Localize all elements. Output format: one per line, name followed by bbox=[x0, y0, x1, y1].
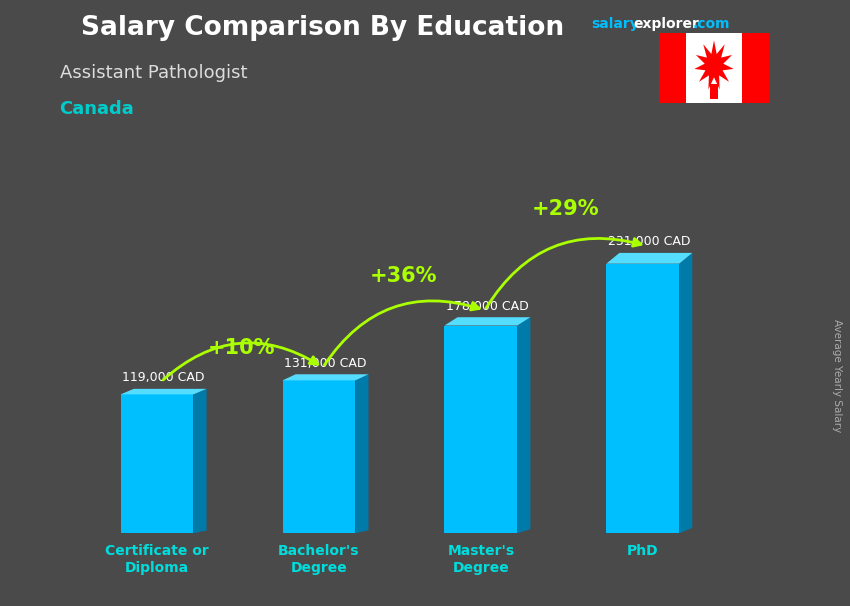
Polygon shape bbox=[121, 395, 194, 533]
Text: +10%: +10% bbox=[208, 338, 275, 358]
Text: Salary Comparison By Education: Salary Comparison By Education bbox=[82, 15, 564, 41]
FancyArrowPatch shape bbox=[486, 238, 641, 308]
Text: 231,000 CAD: 231,000 CAD bbox=[608, 235, 690, 248]
Text: salary: salary bbox=[591, 17, 638, 31]
Polygon shape bbox=[121, 389, 207, 395]
Text: Canada: Canada bbox=[60, 100, 134, 118]
Polygon shape bbox=[282, 381, 355, 533]
FancyArrowPatch shape bbox=[325, 301, 479, 365]
Polygon shape bbox=[445, 325, 518, 533]
Bar bbox=[741, 33, 769, 103]
Text: 178,000 CAD: 178,000 CAD bbox=[446, 299, 529, 313]
Polygon shape bbox=[606, 264, 679, 533]
Polygon shape bbox=[194, 389, 207, 533]
Bar bbox=[710, 84, 718, 99]
Polygon shape bbox=[445, 317, 530, 325]
Text: 131,000 CAD: 131,000 CAD bbox=[284, 356, 366, 370]
Text: .com: .com bbox=[693, 17, 730, 31]
Text: Average Yearly Salary: Average Yearly Salary bbox=[832, 319, 842, 432]
Text: +29%: +29% bbox=[532, 199, 599, 219]
Text: explorer: explorer bbox=[633, 17, 699, 31]
Polygon shape bbox=[694, 41, 734, 90]
Bar bbox=[659, 33, 686, 103]
Text: Assistant Pathologist: Assistant Pathologist bbox=[60, 64, 247, 82]
Polygon shape bbox=[606, 253, 692, 264]
Polygon shape bbox=[679, 253, 692, 533]
Polygon shape bbox=[518, 317, 530, 533]
Text: +36%: +36% bbox=[370, 266, 438, 286]
Text: 119,000 CAD: 119,000 CAD bbox=[122, 371, 205, 384]
Polygon shape bbox=[282, 375, 369, 381]
Polygon shape bbox=[355, 375, 369, 533]
FancyArrowPatch shape bbox=[163, 343, 318, 380]
